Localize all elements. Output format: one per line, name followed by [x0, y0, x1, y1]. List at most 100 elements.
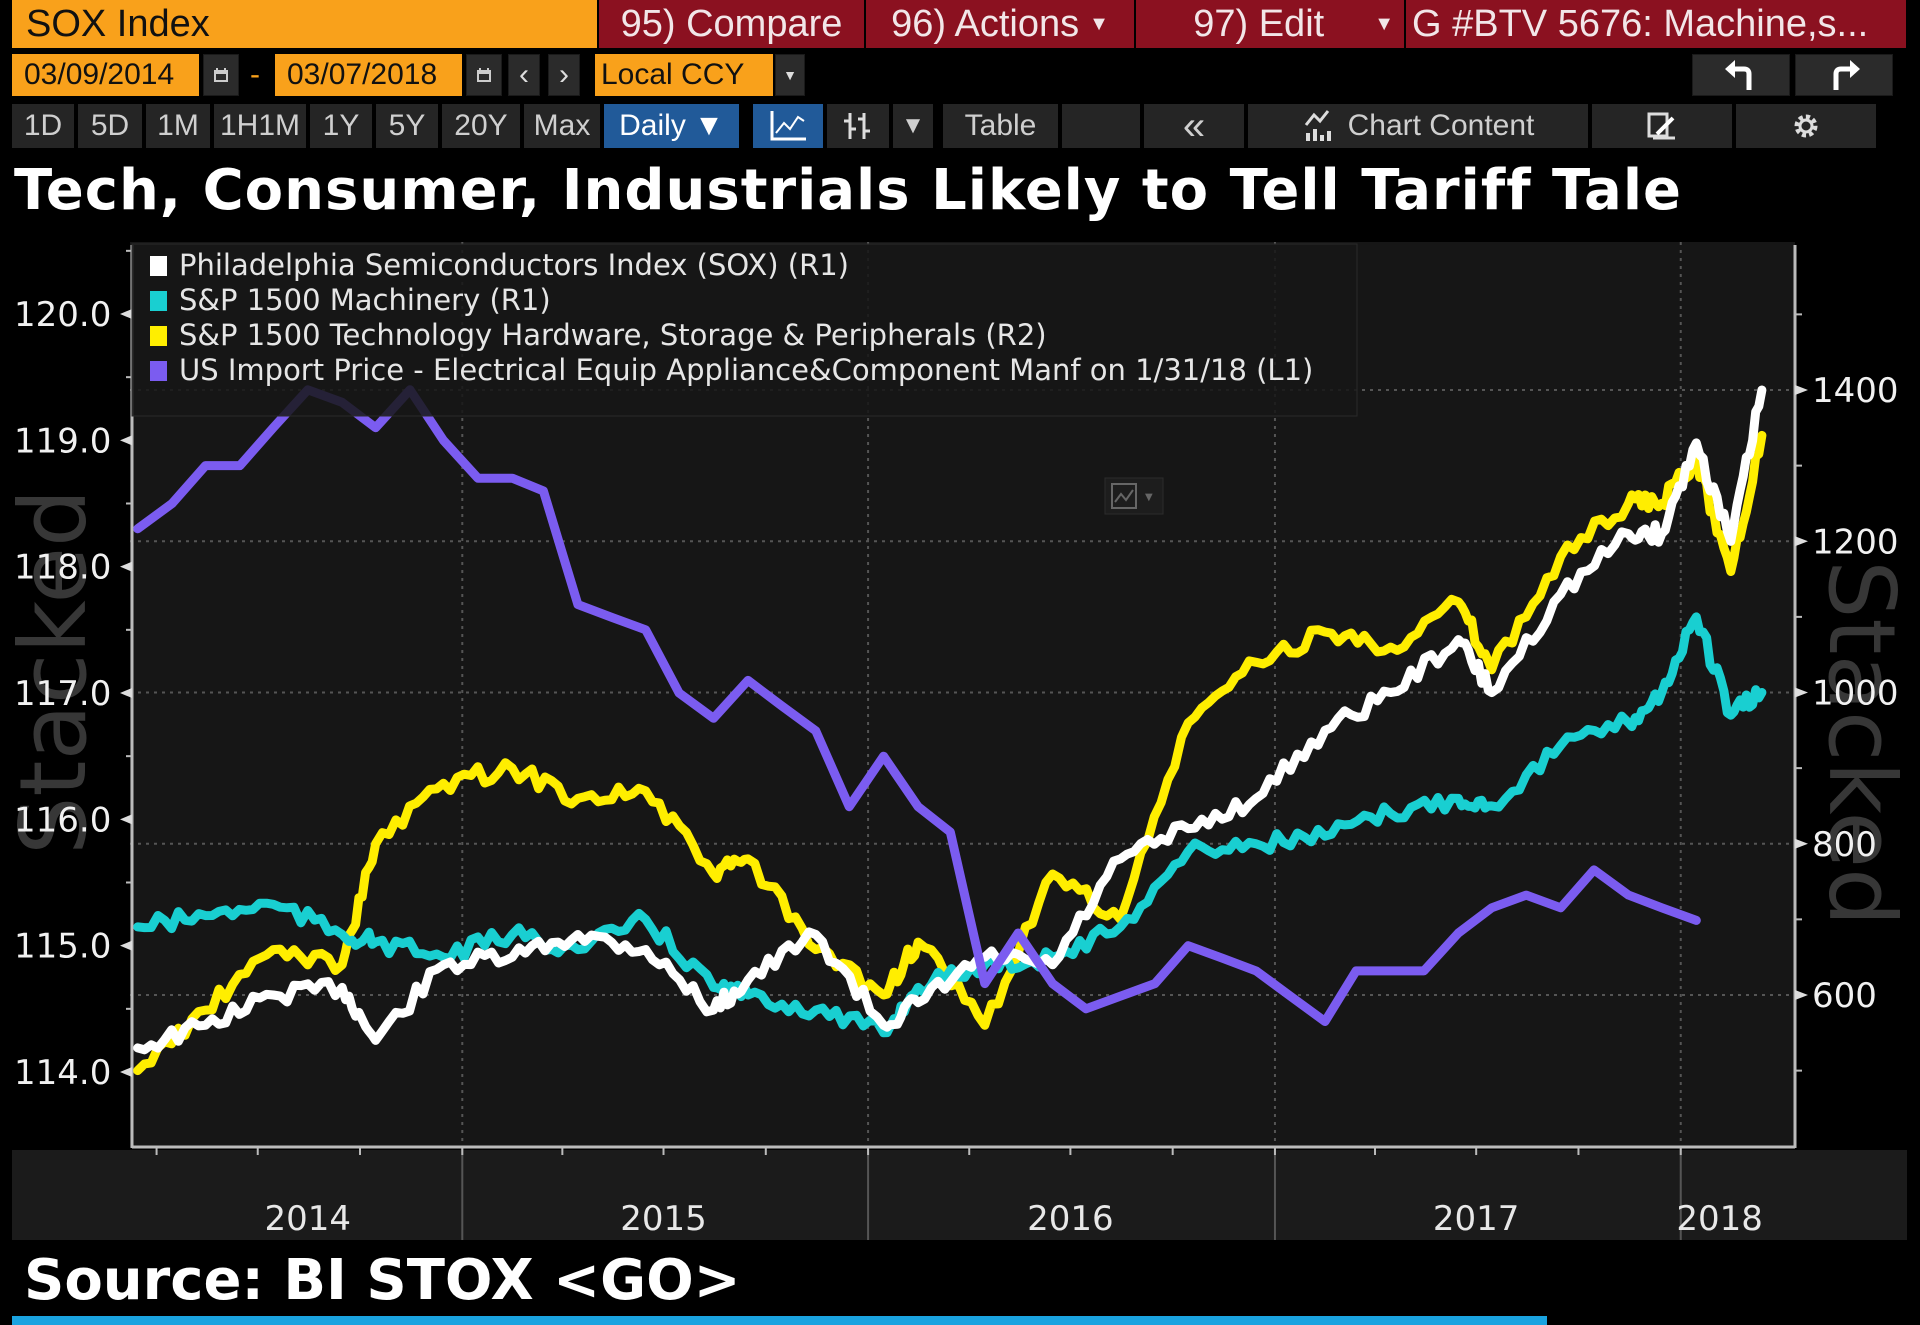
table-button[interactable]: Table	[943, 104, 1058, 148]
right-tick-label: 600	[1812, 976, 1877, 1016]
watermarks: Stacked Stacked	[0, 489, 1915, 927]
ohlc-bars-icon	[844, 113, 870, 139]
chevron-left-icon: ‹	[519, 58, 529, 91]
legend-swatch	[150, 326, 167, 346]
left-tick-marker	[120, 814, 132, 825]
toolbar-spacer	[1062, 104, 1140, 148]
accent-bar	[12, 1316, 1547, 1325]
annotate-button[interactable]	[1592, 104, 1732, 148]
end-date-value: 03/07/2018	[287, 58, 438, 91]
right-tick-label: 1200	[1812, 522, 1899, 562]
left-tick-marker	[120, 940, 132, 951]
x-tick-label: 2015	[620, 1199, 707, 1239]
watermark-right: Stacked	[1808, 560, 1915, 926]
mini-line-chart-icon-path	[1114, 489, 1134, 503]
actions-menu[interactable]: 96) Actions ▼	[866, 0, 1134, 48]
start-date-input[interactable]: 03/09/2014	[12, 54, 199, 96]
range-max-button[interactable]: Max	[524, 104, 600, 148]
edit-menu[interactable]: 97) Edit ▼	[1136, 0, 1404, 48]
edit-label: 97) Edit	[1193, 2, 1325, 45]
x-tick-label: 2016	[1027, 1199, 1114, 1239]
mini-line-chart-icon	[1111, 483, 1137, 509]
actions-label: 96) Actions	[891, 2, 1080, 45]
date-separator: -	[250, 58, 260, 91]
axes: 114.0 115.0 116.0 117.0 118.0 119.0 120.0 600 80…	[14, 245, 1899, 1240]
chevron-down-icon: ▼	[1374, 12, 1394, 35]
legend-entry: US Import Price - Electrical Equip Appli…	[179, 353, 1313, 387]
ticker-label: SOX Index	[26, 2, 210, 45]
range-toolbar: 1D 5D 1M 1H1M 1Y 5Y 20Y Max Daily ▼ ▼ Ta…	[12, 104, 1880, 148]
chevron-right-icon: ›	[559, 58, 569, 91]
left-tick-marker	[120, 561, 132, 572]
start-calendar-button[interactable]	[203, 54, 239, 96]
legend: Philadelphia Semiconductors Index (SOX) …	[131, 243, 1358, 417]
frequency-select[interactable]: Daily ▼	[604, 104, 739, 148]
right-tick-marker	[1795, 385, 1808, 395]
legend-swatch	[150, 291, 167, 311]
undo-arrow-icon	[1725, 60, 1752, 90]
x-tick-label: 2018	[1676, 1199, 1763, 1239]
chevron-down-icon: ▼	[1089, 12, 1109, 35]
currency-select[interactable]: Local CCY	[595, 54, 773, 96]
undo-button[interactable]	[1692, 54, 1790, 96]
redo-arrow-icon	[1833, 60, 1860, 90]
settings-button[interactable]	[1736, 104, 1876, 148]
ticker-field[interactable]: SOX Index	[12, 0, 597, 48]
left-tick-marker	[120, 309, 132, 319]
x-tick-label: 2017	[1433, 1199, 1520, 1239]
left-tick-marker	[120, 1067, 132, 1077]
compare-label: 95) Compare	[620, 2, 843, 45]
right-tick-marker	[1795, 838, 1808, 849]
right-tick-marker	[1795, 687, 1808, 698]
chart-title: Tech, Consumer, Industrials Likely to Te…	[14, 158, 1682, 223]
mini-chart-toggle[interactable]: ▼	[1104, 477, 1164, 515]
line-chart-button[interactable]	[753, 104, 823, 148]
edit-pencil-icon	[1647, 112, 1675, 140]
range-5d-button[interactable]: 5D	[78, 104, 142, 148]
right-tick-label: 800	[1812, 825, 1877, 865]
end-calendar-button[interactable]	[466, 54, 502, 96]
chevron-down-icon: ▼	[1145, 492, 1153, 503]
watermark-left: Stacked	[0, 489, 107, 855]
prev-period-button[interactable]: ‹	[508, 54, 540, 96]
left-tick-marker	[120, 688, 132, 698]
range-5y-button[interactable]: 5Y	[376, 104, 438, 148]
right-tick-marker	[1795, 536, 1808, 547]
left-tick-label: 119.0	[14, 421, 111, 461]
compare-button[interactable]: 95) Compare	[599, 0, 864, 48]
left-tick-label: 116.0	[14, 800, 111, 840]
chart-name-field[interactable]: G #BTV 5676: Machine,s...	[1406, 0, 1906, 48]
x-axis-band	[12, 1150, 1907, 1240]
x-tick-label: 2014	[264, 1199, 351, 1239]
right-tick-label: 1000	[1812, 674, 1899, 714]
right-tick-marker	[1795, 990, 1808, 1000]
range-1y-button[interactable]: 1Y	[310, 104, 372, 148]
double-chevron-left-icon: «	[1182, 103, 1206, 148]
left-tick-label: 117.0	[14, 674, 111, 714]
bar-chart-type-button[interactable]	[827, 104, 889, 148]
chevron-down-icon: ▼	[901, 112, 925, 139]
range-1m-button[interactable]: 1M	[146, 104, 210, 148]
chart-content-button[interactable]: Chart Content	[1248, 104, 1588, 148]
legend-swatch	[150, 361, 167, 381]
calendar-icon	[477, 68, 491, 82]
left-tick-label: 115.0	[14, 927, 111, 967]
gear-icon	[1794, 114, 1818, 138]
start-date-value: 03/09/2014	[24, 58, 175, 91]
collapse-button[interactable]: «	[1144, 104, 1244, 148]
currency-dropdown-button[interactable]: ▼	[775, 54, 805, 96]
redo-button[interactable]	[1795, 54, 1893, 96]
chart-name-label: G #BTV 5676: Machine,s...	[1412, 2, 1869, 45]
range-1d-button[interactable]: 1D	[12, 104, 74, 148]
range-20y-button[interactable]: 20Y	[442, 104, 520, 148]
end-date-input[interactable]: 03/07/2018	[275, 54, 462, 96]
legend-entry: Philadelphia Semiconductors Index (SOX) …	[179, 248, 849, 282]
left-tick-label: 120.0	[14, 295, 111, 335]
next-period-button[interactable]: ›	[548, 54, 580, 96]
legend-entry: S&P 1500 Technology Hardware, Storage & …	[179, 318, 1047, 352]
chart-type-dropdown[interactable]: ▼	[893, 104, 933, 148]
legend-entry: S&P 1500 Machinery (R1)	[179, 283, 551, 317]
line-chart-icon	[770, 111, 806, 141]
range-1h1m-button[interactable]: 1H1M	[214, 104, 306, 148]
